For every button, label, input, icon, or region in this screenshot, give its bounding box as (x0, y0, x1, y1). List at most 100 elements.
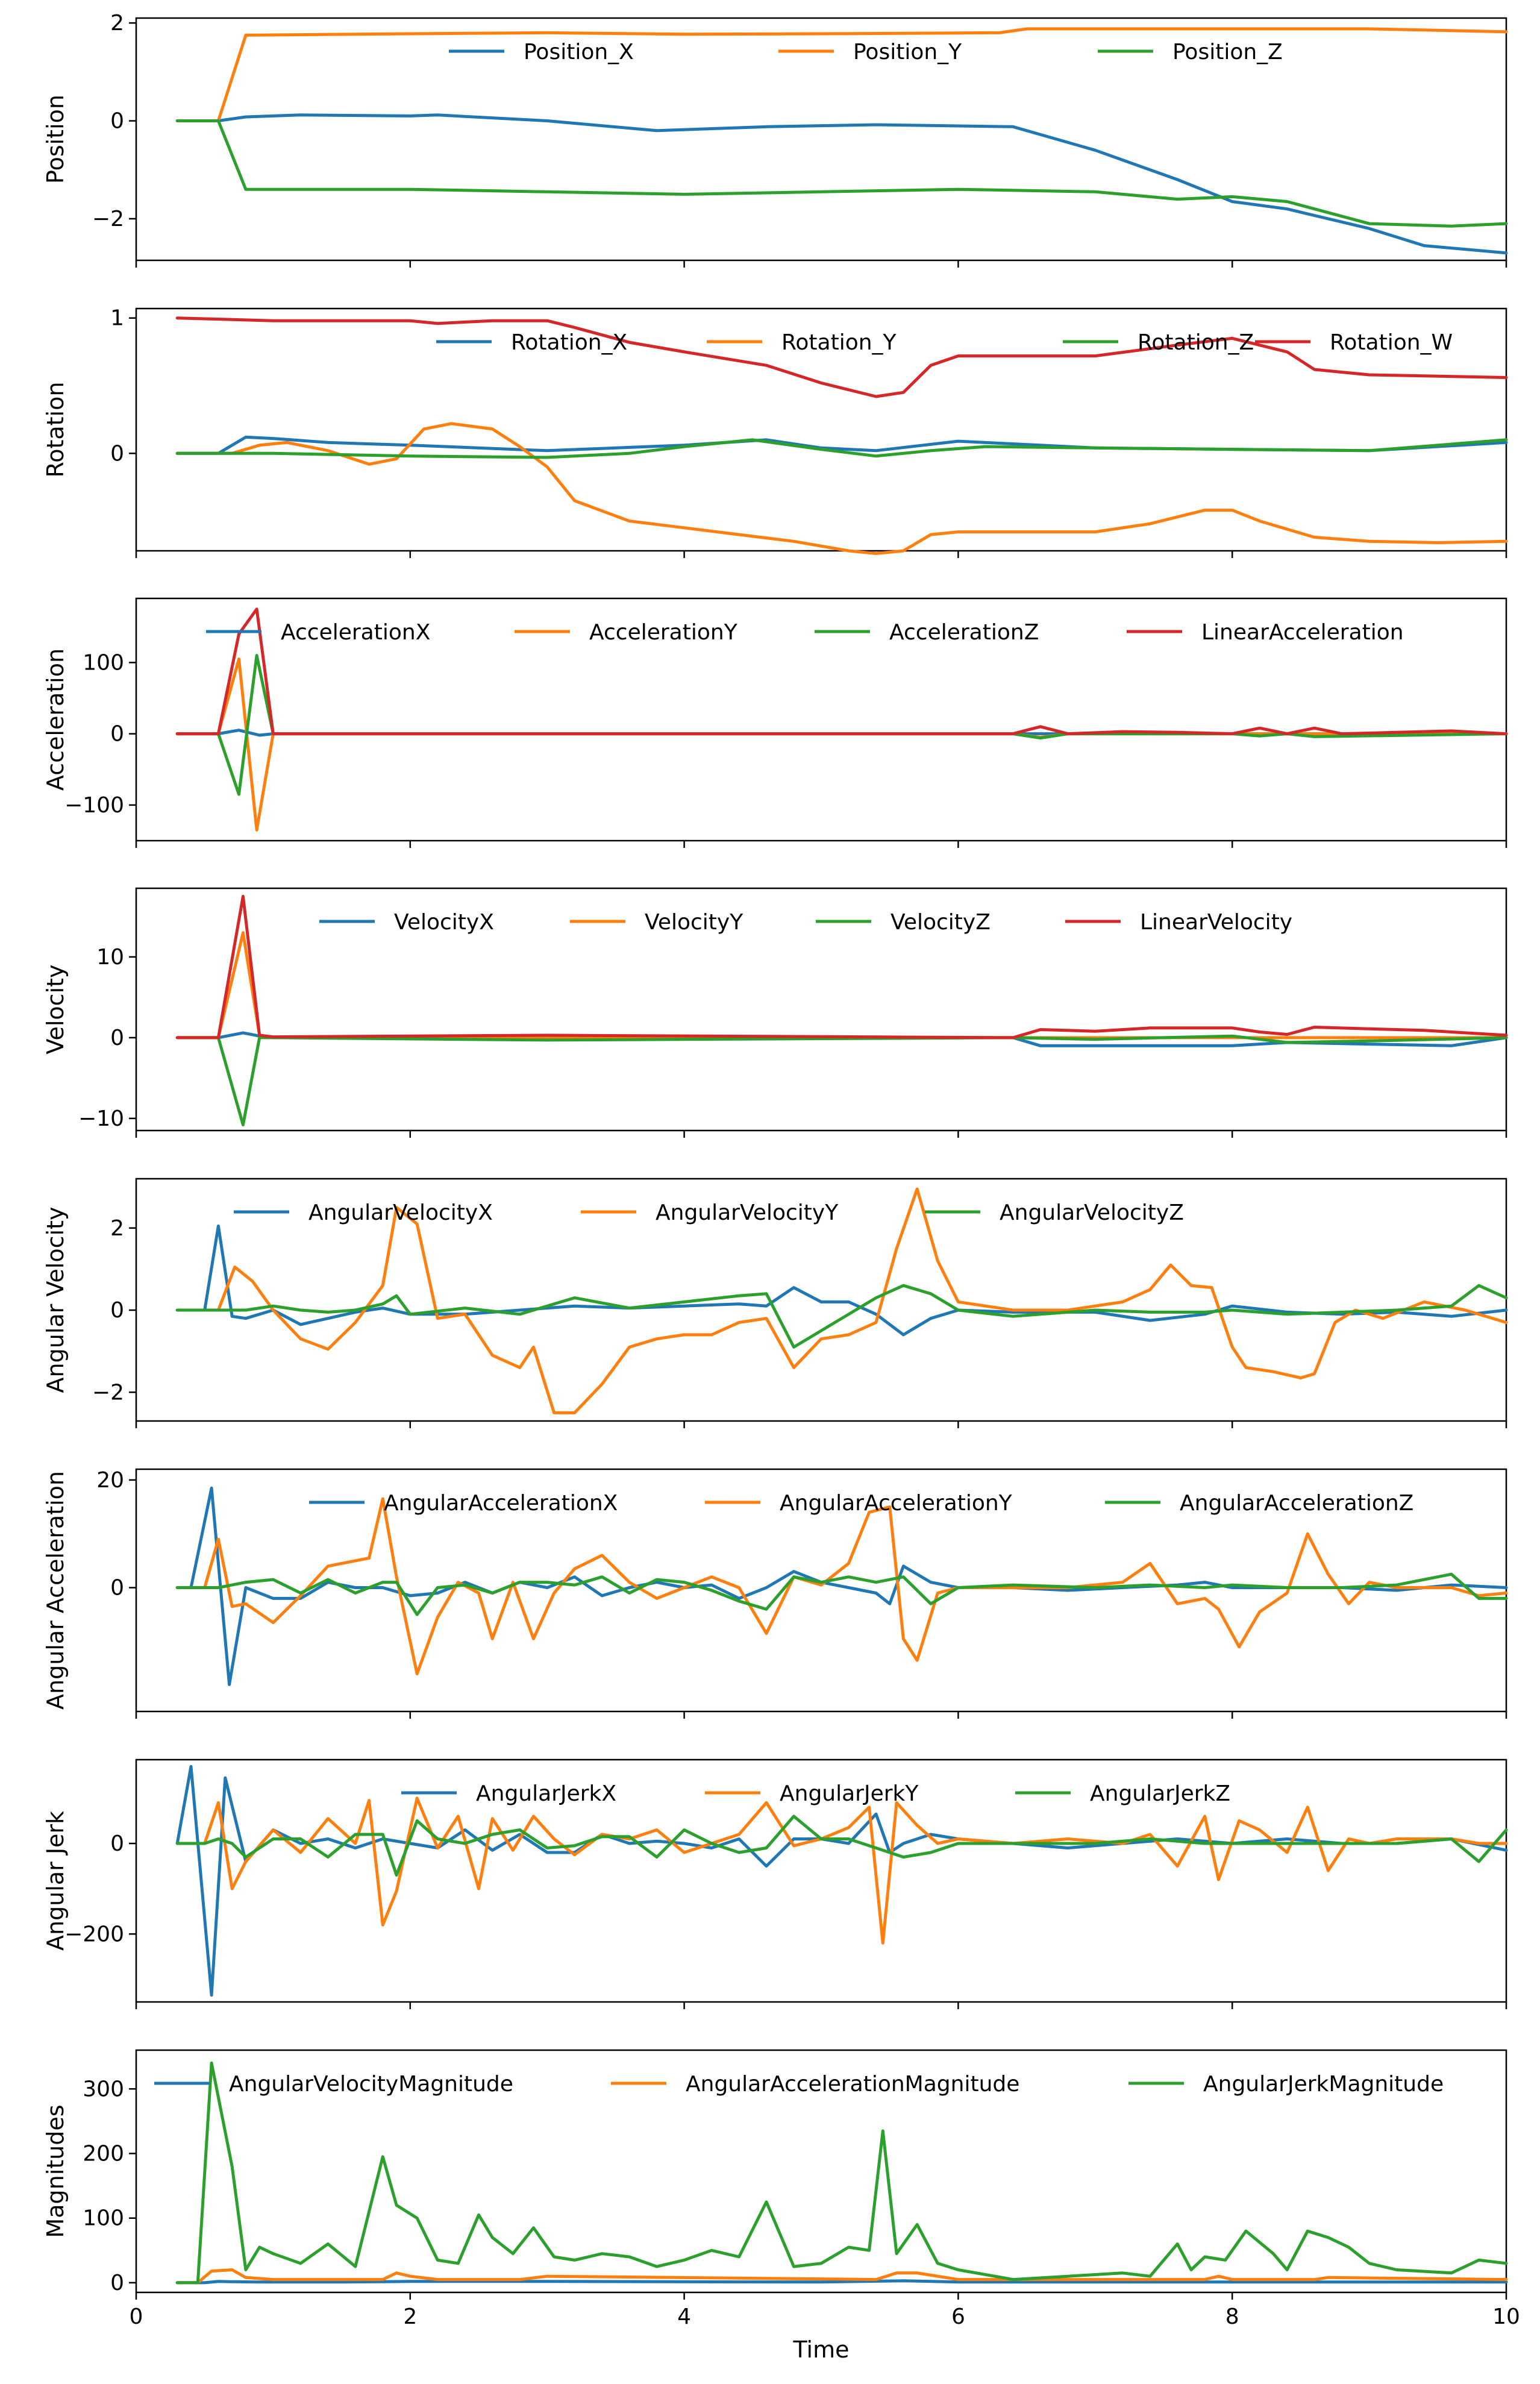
y-axis-label-angular-velocity: Angular Velocity (42, 1207, 69, 1393)
series-line-angularjerkz (175, 1815, 1508, 1877)
legend-entry: AngularVelocityY (581, 1200, 839, 1225)
series-line-rotation_z (175, 438, 1508, 459)
series-line-angularvelocityz (175, 1284, 1508, 1349)
legend-entry: VelocityY (570, 910, 743, 935)
y-axis-label-rotation: Rotation (42, 382, 69, 478)
panel-angular-jerk-series (175, 1764, 1508, 1997)
legend-entry: VelocityZ (816, 910, 991, 935)
y-tick-label: −2 (92, 1380, 124, 1405)
panel-angular-acceleration: AngularAccelerationX AngularAcceleration… (42, 1468, 1508, 1719)
panel-velocity-plot (129, 887, 1507, 1138)
legend-label-angular-velocity-z: AngularVelocityZ (1000, 1200, 1184, 1225)
plot-frame (135, 597, 1507, 842)
plot-frame (135, 1178, 1507, 1422)
series-line-position_y (175, 27, 1508, 122)
legend-label-velocity-z: VelocityZ (891, 910, 991, 935)
series-line-linearvelocity (175, 894, 1508, 1040)
legend-label-velocity-x: VelocityX (394, 910, 494, 935)
y-tick-label: 0 (110, 1576, 124, 1601)
panel-velocity: VelocityX VelocityY VelocityZ LinearVelo… (42, 887, 1508, 1138)
y-tick-label: −2 (92, 207, 124, 231)
y-axis-label-acceleration: Acceleration (42, 648, 69, 791)
legend-entry: AccelerationZ (815, 620, 1039, 645)
plot-frame (135, 2049, 1507, 2294)
legend-entry: AngularJerkX (401, 1781, 616, 1806)
panel-rotation: Rotation_X Rotation_Y Rotation_Z Rotatio… (42, 306, 1508, 558)
x-axis-ticks: 0 2 4 6 8 10 (130, 2304, 1520, 2329)
series-line-angularjerkmagnitude (175, 2061, 1508, 2285)
legend-entry: AngularAccelerationMagnitude (611, 2072, 1019, 2097)
panel-acceleration-legend: AccelerationX AccelerationY Acceleration… (206, 620, 1404, 645)
panel-acceleration-plot (129, 597, 1507, 848)
legend-entry: AngularVelocityX (234, 1200, 493, 1225)
y-tick-label: −10 (78, 1106, 124, 1131)
y-tick-label: 300 (83, 2077, 124, 2101)
panel-magnitudes-legend: AngularVelocityMagnitude AngularAccelera… (154, 2072, 1444, 2097)
panel-angular-acceleration-legend: AngularAccelerationX AngularAcceleration… (309, 1491, 1413, 1516)
legend-entry: AccelerationX (206, 620, 430, 645)
legend-label-angular-acceleration-magnitude: AngularAccelerationMagnitude (686, 2072, 1019, 2097)
legend-label-angular-velocity-x: AngularVelocityX (308, 1200, 493, 1225)
y-tick-label: 20 (96, 1468, 124, 1493)
panel-magnitudes-series (175, 2061, 1508, 2285)
legend-entry: AngularJerkMagnitude (1128, 2072, 1444, 2097)
legend-label-position-y: Position_Y (853, 40, 962, 64)
series-line-velocityz (175, 1034, 1508, 1127)
panel-magnitudes-plot (129, 2049, 1507, 2300)
panel-angular-velocity-series (175, 1187, 1508, 1414)
legend-label-angular-jerk-y: AngularJerkY (780, 1781, 919, 1806)
legend-entry: AngularVelocityZ (925, 1200, 1184, 1225)
x-tick-label: 6 (951, 2304, 965, 2329)
panel-rotation-legend: Rotation_X Rotation_Y Rotation_Z Rotatio… (436, 330, 1453, 355)
legend-label-acceleration-z: AccelerationZ (889, 620, 1039, 645)
legend-entry: AngularVelocityMagnitude (154, 2072, 513, 2097)
y-tick-label: 0 (110, 1831, 124, 1856)
legend-label-acceleration-x: AccelerationX (281, 620, 430, 645)
y-tick-label: 0 (110, 1026, 124, 1050)
panel-velocity-series (175, 894, 1508, 1127)
y-tick-label: 0 (110, 2271, 124, 2295)
panel-angular-velocity-legend: AngularVelocityX AngularVelocityY Angula… (234, 1200, 1184, 1225)
x-tick-label: 10 (1492, 2304, 1520, 2329)
series-line-angularvelocitymagnitude (175, 2279, 1508, 2285)
y-axis-label-position: Position (42, 95, 69, 184)
legend-label-rotation-x: Rotation_X (511, 330, 627, 355)
panel-rotation-yaxis: 0 1 (110, 306, 124, 466)
legend-entry: Rotation_X (436, 330, 627, 355)
legend-entry: Position_X (449, 40, 634, 64)
legend-label-angular-acceleration-y: AngularAccelerationY (780, 1491, 1013, 1516)
legend-entry: AngularAccelerationX (309, 1491, 618, 1516)
plot-frame (135, 17, 1507, 262)
legend-label-angular-velocity-y: AngularVelocityY (656, 1200, 839, 1225)
x-tick-label: 2 (403, 2304, 417, 2329)
panel-position: Position_X Position_Y Position_Z −2 0 2 … (42, 11, 1508, 268)
series-line-angularaccelerationz (175, 1572, 1508, 1616)
panel-acceleration: AccelerationX AccelerationY Acceleration… (42, 597, 1508, 848)
series-line-rotation_w (175, 316, 1508, 398)
panel-position-legend: Position_X Position_Y Position_Z (449, 40, 1283, 64)
y-tick-label: 1 (110, 306, 124, 331)
panel-magnitudes: AngularVelocityMagnitude AngularAccelera… (42, 2049, 1520, 2363)
legend-label-linear-velocity: LinearVelocity (1140, 910, 1292, 935)
series-line-angularjerky (175, 1796, 1508, 1945)
series-line-linearacceleration (175, 607, 1508, 736)
panel-magnitudes-yaxis: 0 100 200 300 (83, 2077, 124, 2295)
legend-entry: LinearAcceleration (1127, 620, 1404, 645)
legend-label-angular-acceleration-x: AngularAccelerationX (384, 1491, 618, 1516)
plot-frame (135, 1468, 1507, 1713)
panel-rotation-series (175, 316, 1508, 555)
legend-entry: VelocityX (319, 910, 494, 935)
panel-position-plot (129, 17, 1507, 268)
panel-position-series (175, 27, 1508, 255)
legend-label-rotation-y: Rotation_Y (781, 330, 897, 355)
y-tick-label: −200 (64, 1922, 124, 1946)
y-tick-label: 100 (83, 2206, 124, 2231)
x-axis-label-time: Time (793, 2336, 850, 2363)
y-axis-label-angular-jerk: Angular Jerk (42, 1811, 69, 1951)
x-tick-label: 8 (1225, 2304, 1239, 2329)
legend-label-rotation-w: Rotation_W (1330, 330, 1453, 355)
legend-entry: AngularAccelerationZ (1105, 1491, 1413, 1516)
y-tick-label: 200 (83, 2142, 124, 2166)
